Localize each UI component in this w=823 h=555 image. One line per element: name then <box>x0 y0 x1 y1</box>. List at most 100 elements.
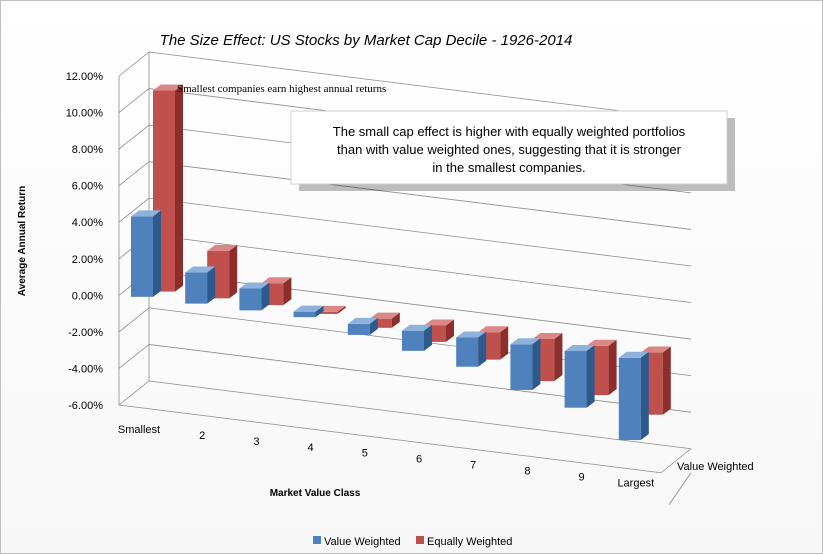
bar-top <box>510 338 541 345</box>
y-tick-label: 6.00% <box>72 181 103 193</box>
bars-layer <box>131 84 671 441</box>
callout-box: The small cap effect is higher with equa… <box>290 110 735 191</box>
floor-right-edge <box>660 448 692 474</box>
bar-side <box>229 244 238 299</box>
y-axis-label: Average Annual Return <box>17 186 28 296</box>
bar-side <box>586 345 595 408</box>
callout-line-1: The small cap effect is higher with equa… <box>333 124 686 139</box>
bar-side <box>337 305 346 314</box>
callout-line-2: than with value weighted ones, suggestin… <box>337 142 682 157</box>
x-tick-label: Largest <box>617 477 654 489</box>
bar-face <box>456 337 479 367</box>
bar-side <box>478 331 487 367</box>
annotation-note: Smallest companies earn highest annual r… <box>177 83 386 95</box>
x-tick-label: 2 <box>199 430 205 442</box>
bar-equally-weighted-4 <box>369 312 400 328</box>
bar-value-weighted-8 <box>564 345 595 408</box>
x-tick-label: 4 <box>308 442 314 454</box>
bar-top <box>456 331 487 338</box>
bar-top <box>618 351 649 358</box>
bar-value-weighted-5 <box>402 324 432 351</box>
bar-face <box>131 216 153 297</box>
bar-side <box>175 84 183 292</box>
bar-value-weighted-6 <box>456 331 487 367</box>
y-tick-label: -2.00% <box>68 327 103 339</box>
legend-swatch-value-weighted <box>313 536 321 544</box>
bar-top <box>261 277 292 284</box>
y-tick-label: 8.00% <box>72 144 103 156</box>
bar-side <box>608 339 617 396</box>
bar-face <box>402 330 424 351</box>
x-tick-label: 7 <box>470 460 476 472</box>
bar-face <box>347 323 370 335</box>
bar-top <box>424 319 454 326</box>
bar-side <box>283 277 292 306</box>
bar-face <box>510 344 533 390</box>
bar-top <box>402 324 432 331</box>
depth-axis-line <box>668 472 692 505</box>
gridline-side-4 <box>118 197 150 223</box>
gridline-4 <box>148 197 692 267</box>
bar-side <box>369 317 378 335</box>
bar-value-weighted-1 <box>185 266 216 304</box>
y-tick-label: 10.00% <box>66 108 104 120</box>
bar-top <box>185 266 216 273</box>
bar-side <box>446 319 454 342</box>
legend-swatch-equally-weighted <box>416 536 424 544</box>
label-layer: 12.00% 10.00% 8.00% 6.00% 4.00% 2.00% 0.00% -2.… <box>66 71 654 489</box>
gridline-5 <box>148 234 692 303</box>
bar-side <box>261 282 270 311</box>
bar-top <box>131 210 161 217</box>
gridline-side-3 <box>118 161 150 186</box>
y-tick-label: -4.00% <box>68 363 103 375</box>
x-tick-label: 3 <box>253 436 259 448</box>
y-tick-label: 12.00% <box>66 71 104 83</box>
gridline-side-1 <box>118 88 150 113</box>
bar-face <box>369 318 392 328</box>
bar-face <box>618 357 641 441</box>
bar-side <box>315 305 324 318</box>
x-tick-label: Smallest <box>118 424 160 436</box>
bar-top <box>640 346 671 353</box>
bar-side <box>207 266 216 304</box>
bar-top <box>239 282 270 289</box>
bar-value-weighted-3 <box>293 305 324 318</box>
depth-axis-label: Value Weighted <box>677 461 754 473</box>
chart-title: The Size Effect: US Stocks by Market Cap… <box>160 32 573 49</box>
bar-face <box>239 288 262 311</box>
bar-side <box>424 324 432 351</box>
bar-face <box>564 351 587 408</box>
x-tick-label: 8 <box>524 465 530 477</box>
bar-side <box>391 312 400 328</box>
callout-line-3: in the smallest companies. <box>432 160 585 175</box>
bar-face <box>293 311 316 318</box>
bar-side <box>554 333 563 382</box>
gridline-side-9 <box>118 380 150 406</box>
bar-side <box>532 338 541 390</box>
bar-top <box>586 339 617 346</box>
legend: Value Weighted Equally Weighted <box>313 536 512 548</box>
bar-value-weighted-2 <box>239 282 270 311</box>
bar-value-weighted-0 <box>131 210 161 297</box>
bar-top <box>532 333 563 340</box>
x-axis-label: Market Value Class <box>270 488 361 499</box>
x-tick-label: 5 <box>362 448 368 460</box>
bar-value-weighted-9 <box>618 351 649 441</box>
bar-value-weighted-7 <box>510 338 541 390</box>
y-tick-label: 4.00% <box>72 217 103 229</box>
gridline-8 <box>148 344 692 413</box>
bar-value-weighted-4 <box>347 317 378 335</box>
legend-label-value-weighted: Value Weighted <box>324 536 401 548</box>
floor-front-edge <box>118 404 662 474</box>
bar-top <box>478 326 509 333</box>
bar-top <box>369 312 400 319</box>
bar-face <box>185 272 208 304</box>
x-tick-label: 6 <box>416 454 422 466</box>
legend-label-equally-weighted: Equally Weighted <box>427 536 512 548</box>
gridline-side-0 <box>118 51 150 77</box>
bar-top <box>207 244 238 251</box>
bar-side <box>640 351 649 441</box>
gridline-side-2 <box>118 124 150 150</box>
